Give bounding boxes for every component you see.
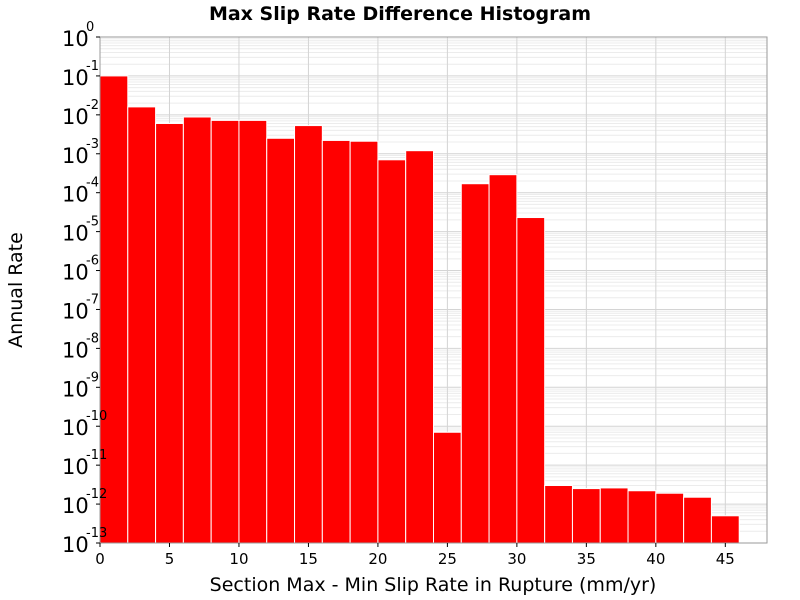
histogram-bar <box>488 174 518 544</box>
y-axis-ticks: 10010-110-210-310-410-510-610-710-810-91… <box>62 20 107 557</box>
y-tick-label: 10 <box>62 66 89 90</box>
y-tick-label: 10 <box>62 144 89 168</box>
x-tick-label: 10 <box>229 550 248 568</box>
y-tick-exponent: -3 <box>86 137 99 152</box>
y-tick-exponent: -12 <box>86 487 107 502</box>
x-tick-label: 0 <box>95 550 105 568</box>
x-tick-label: 45 <box>716 550 735 568</box>
x-tick-label: 20 <box>368 550 387 568</box>
y-tick-exponent: -7 <box>86 292 99 307</box>
x-tick-label: 30 <box>507 550 526 568</box>
y-tick-label: 10 <box>62 377 89 401</box>
histogram-bar <box>99 75 129 544</box>
x-axis-ticks: 0 5 10 15 20 25 30 35 40 45 <box>95 543 735 568</box>
histogram-bar <box>627 490 657 544</box>
histogram-bar <box>349 140 379 544</box>
plot-frame <box>99 36 768 544</box>
x-tick-label: 40 <box>646 550 665 568</box>
y-tick-label: 10 <box>62 494 89 518</box>
chart-title: Max Slip Rate Difference Histogram <box>209 3 591 25</box>
y-tick-exponent: -2 <box>86 98 99 113</box>
y-tick-exponent: -9 <box>86 370 99 385</box>
histogram-bar <box>294 125 323 544</box>
histogram-bar <box>155 122 184 544</box>
histogram-bar <box>377 159 407 544</box>
y-tick-label: 10 <box>62 27 89 51</box>
histogram-bar <box>571 488 601 544</box>
histogram-bar <box>127 106 157 544</box>
y-tick-label: 10 <box>62 105 89 129</box>
x-tick-label: 25 <box>438 550 457 568</box>
y-tick-exponent: -5 <box>86 215 99 230</box>
histogram-bar <box>182 116 212 544</box>
y-tick-label: 10 <box>62 222 89 246</box>
x-tick-label: 15 <box>299 550 318 568</box>
y-tick-label: 10 <box>62 533 89 557</box>
x-tick-label: 5 <box>165 550 175 568</box>
x-axis-label: Section Max - Min Slip Rate in Rupture (… <box>210 574 657 596</box>
histogram-bar <box>599 487 629 544</box>
y-tick-label: 10 <box>62 338 89 362</box>
y-tick-exponent: -10 <box>86 409 107 424</box>
histogram-bar <box>321 139 351 544</box>
y-tick-label: 10 <box>62 455 89 479</box>
histogram-bar <box>433 431 462 544</box>
y-tick-exponent: -11 <box>86 448 107 463</box>
histogram-bar <box>238 119 268 544</box>
bars <box>99 75 740 544</box>
histogram-bar <box>683 496 712 544</box>
histogram-bar <box>710 515 740 544</box>
y-tick-exponent: -8 <box>86 331 99 346</box>
histogram-bar <box>516 217 546 544</box>
histogram-bar <box>266 137 296 544</box>
y-tick-exponent: 0 <box>86 20 94 35</box>
y-tick-label: 10 <box>62 261 89 285</box>
histogram-bar <box>460 183 490 544</box>
y-tick-exponent: -4 <box>86 176 99 191</box>
y-tick-label: 10 <box>62 299 89 323</box>
y-axis-label: Annual Rate <box>5 232 27 348</box>
histogram-bar <box>405 150 435 544</box>
histogram-bar <box>210 119 240 544</box>
y-tick-label: 10 <box>62 183 89 207</box>
histogram-bar <box>655 492 685 544</box>
x-tick-label: 35 <box>577 550 596 568</box>
histogram-bar <box>544 485 573 544</box>
y-tick-label: 10 <box>62 416 89 440</box>
y-tick-exponent: -6 <box>86 254 99 269</box>
y-tick-exponent: -13 <box>86 526 107 541</box>
y-tick-exponent: -1 <box>86 59 99 74</box>
